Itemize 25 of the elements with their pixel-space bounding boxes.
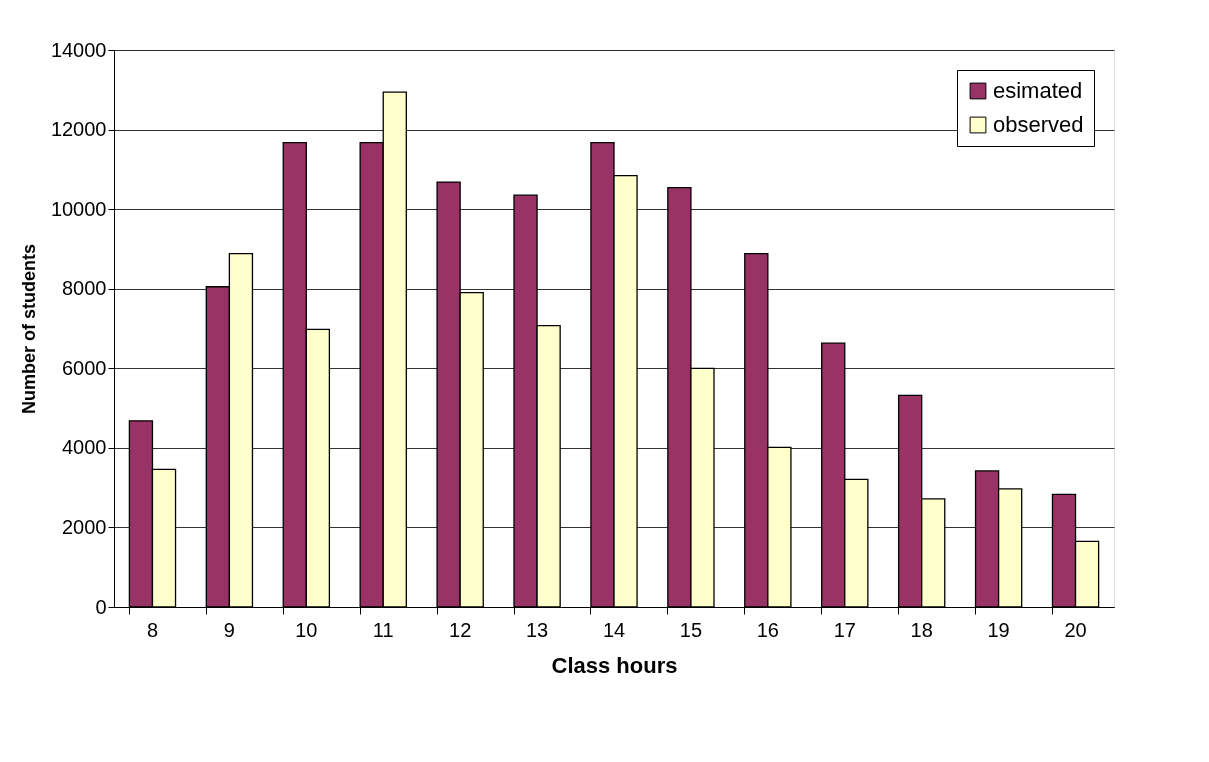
x-tick-label: 8 — [146, 618, 159, 641]
x-tick-label: 20 — [1064, 618, 1087, 641]
x-axis-title: Class hours — [551, 652, 678, 678]
x-tick-label: 17 — [833, 618, 856, 641]
x-tick-label: 12 — [449, 618, 472, 641]
x-tick-label: 9 — [223, 618, 235, 641]
x-tick-label: 15 — [679, 618, 703, 641]
y-tick-label: 2000 — [62, 515, 107, 538]
y-tick-label: 6000 — [62, 356, 107, 379]
y-tick-label: 10000 — [50, 197, 107, 220]
y-tick-label: 4000 — [62, 436, 107, 459]
y-tick-label: 12000 — [50, 118, 107, 141]
x-tick-label: 10 — [295, 618, 318, 641]
x-tick-label: 14 — [602, 618, 626, 641]
x-tick-label: 16 — [756, 618, 779, 641]
y-tick-label: 0 — [95, 595, 107, 618]
y-tick-label: 8000 — [62, 277, 107, 300]
y-tick-label: 14000 — [50, 38, 107, 61]
x-tick-label: 18 — [910, 618, 933, 641]
x-tick-label: 13 — [525, 618, 549, 641]
y-axis-title: Number of students — [18, 243, 39, 415]
legend-label: esimated — [993, 78, 1083, 103]
x-tick-label: 11 — [372, 618, 394, 641]
legend-label: observed — [993, 112, 1084, 137]
x-tick-label: 19 — [987, 618, 1010, 641]
